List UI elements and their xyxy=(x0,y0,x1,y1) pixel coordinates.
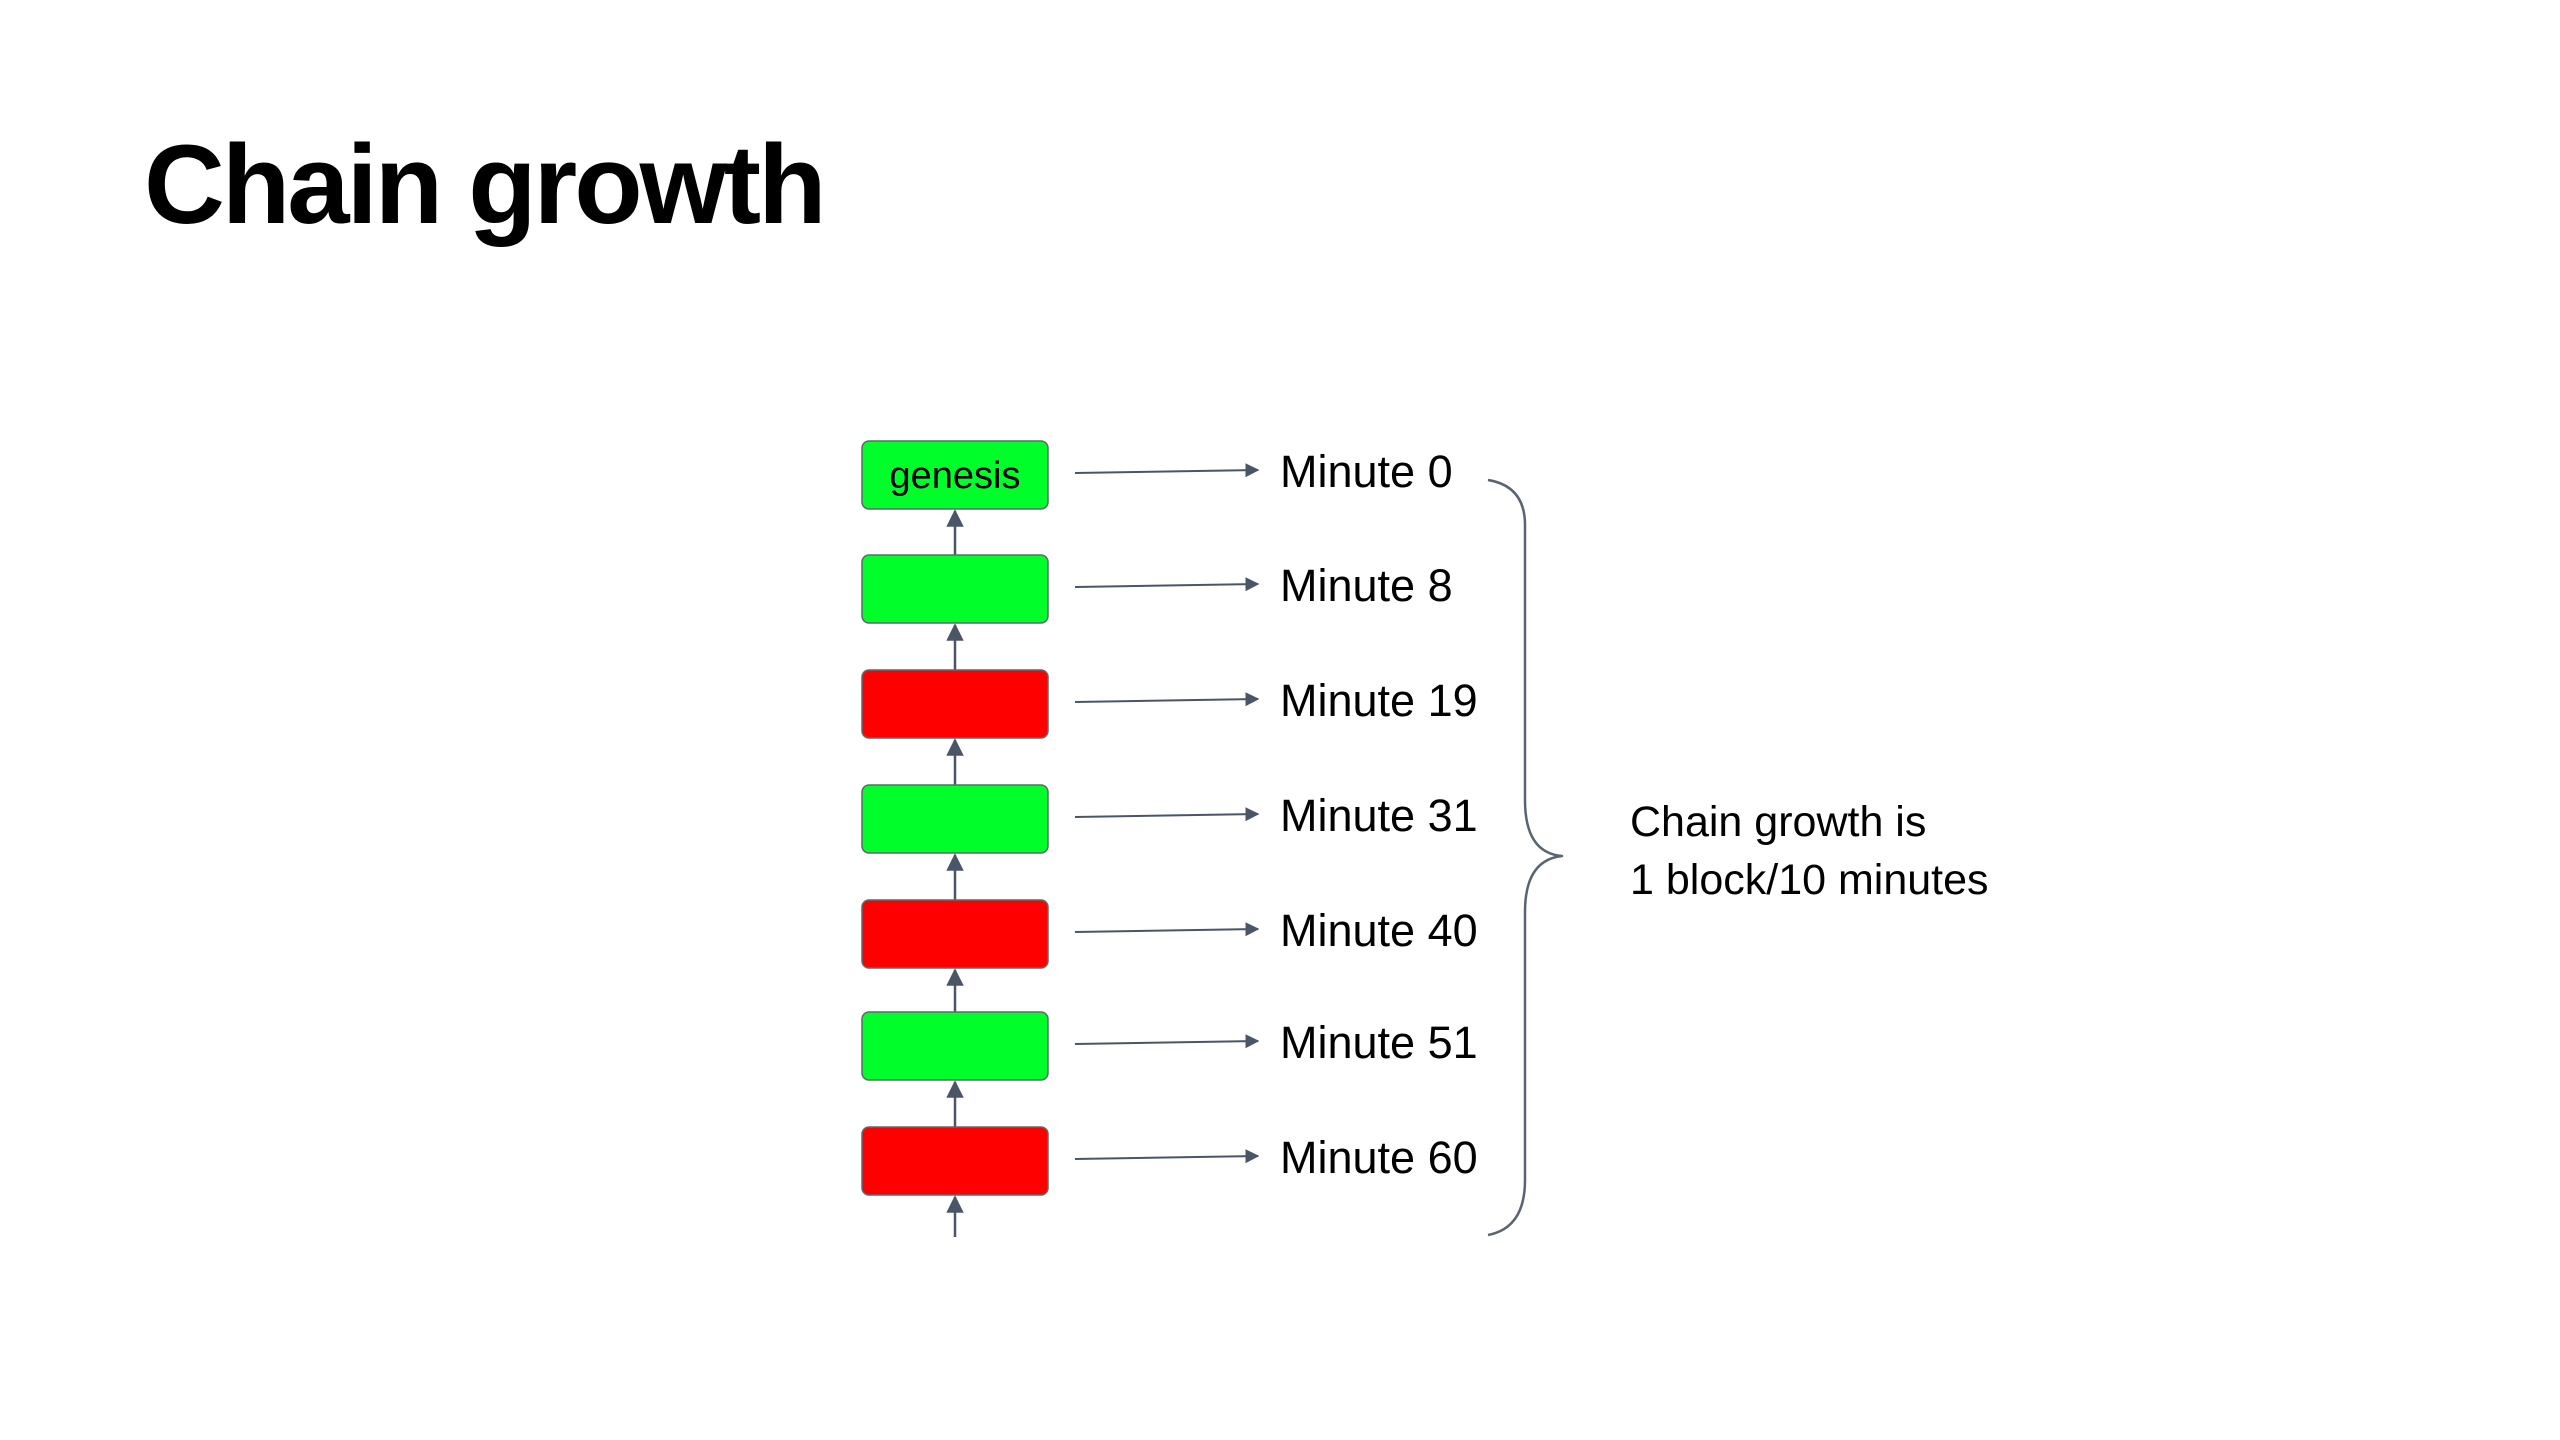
chain-block: genesis xyxy=(861,440,1049,510)
timestamp-label: Minute 60 xyxy=(1280,1132,1478,1183)
timestamp-label: Minute 0 xyxy=(1280,446,1453,497)
summary-line-2: 1 block/10 minutes xyxy=(1630,856,1989,904)
summary-line-1: Chain growth is xyxy=(1630,798,1926,846)
timestamp-arrow xyxy=(1074,807,1260,822)
red-block xyxy=(861,1126,1049,1196)
timestamp-arrow xyxy=(1074,692,1260,707)
green-block xyxy=(861,1011,1049,1081)
curly-brace xyxy=(1487,478,1564,1237)
timestamp-label: Minute 51 xyxy=(1280,1017,1478,1068)
slide-title: Chain growth xyxy=(144,122,826,247)
green-block xyxy=(861,784,1049,854)
chain-block xyxy=(861,1126,1049,1196)
timestamp-label: Minute 8 xyxy=(1280,560,1453,611)
timestamp-arrow xyxy=(1074,1149,1260,1164)
timestamp-arrow xyxy=(1074,1034,1260,1049)
chain-block xyxy=(861,899,1049,969)
timestamp-arrow xyxy=(1074,577,1260,592)
timestamp-arrow xyxy=(1074,463,1260,478)
timestamp-label: Minute 19 xyxy=(1280,675,1478,726)
chain-block xyxy=(861,1011,1049,1081)
chain-block xyxy=(861,784,1049,854)
timestamp-label: Minute 31 xyxy=(1280,790,1478,841)
block-label: genesis xyxy=(890,455,1021,497)
timestamp-label: Minute 40 xyxy=(1280,905,1478,956)
red-block xyxy=(861,899,1049,969)
green-block xyxy=(861,440,1049,510)
timestamp-arrow xyxy=(1074,922,1260,937)
green-block xyxy=(861,554,1049,624)
red-block xyxy=(861,669,1049,739)
chain-block xyxy=(861,554,1049,624)
chain-block xyxy=(861,669,1049,739)
